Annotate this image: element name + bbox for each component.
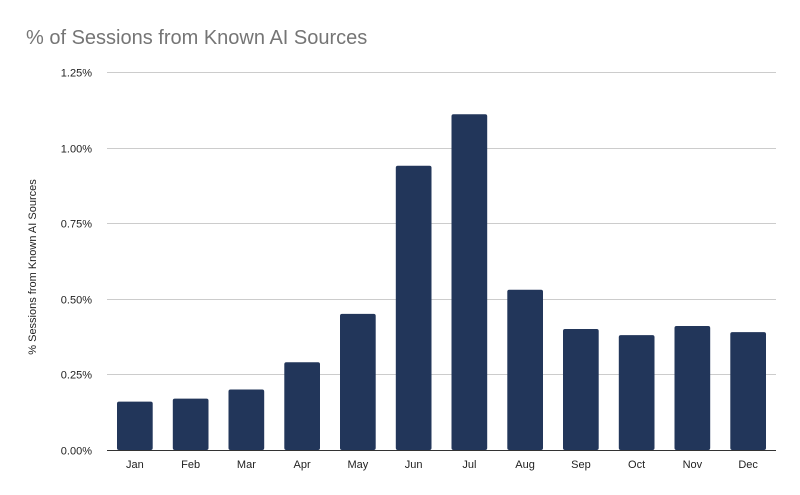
y-tick-label: 1.00% xyxy=(61,144,92,156)
x-tick-label-jan: Jan xyxy=(126,459,144,471)
x-tick-label-may: May xyxy=(348,459,369,471)
y-axis-title: % Sessions from Known AI Sources xyxy=(27,179,39,355)
x-tick-label-sep: Sep xyxy=(571,459,591,471)
x-tick-label-jun: Jun xyxy=(405,459,423,471)
x-tick-label-jul: Jul xyxy=(462,459,476,471)
y-axis-ticks: 0.00% 0.25% 0.50% 0.75% 1.00% 1.25% xyxy=(61,68,92,458)
x-tick-label-oct: Oct xyxy=(628,459,645,471)
bar-nov xyxy=(674,326,711,450)
chart-title: % of Sessions from Known AI Sources xyxy=(26,27,367,49)
y-tick-label: 1.25% xyxy=(61,68,92,80)
bar-jun xyxy=(395,165,432,450)
bar-aug xyxy=(507,289,543,450)
x-tick-label-apr: Apr xyxy=(294,459,311,471)
bar-sep xyxy=(563,329,599,450)
bar-jul xyxy=(451,114,488,451)
x-tick-label-nov: Nov xyxy=(683,459,703,471)
bar-jan xyxy=(117,401,153,450)
bar-mar xyxy=(228,389,265,450)
x-tick-label-dec: Dec xyxy=(738,459,758,471)
bar-dec xyxy=(730,332,766,450)
bar-feb xyxy=(172,398,209,450)
y-tick-label: 0.00% xyxy=(61,446,92,458)
bar-oct xyxy=(618,335,655,450)
bar-may xyxy=(340,313,376,450)
x-tick-label-feb: Feb xyxy=(181,459,200,471)
y-tick-label: 0.50% xyxy=(61,295,92,307)
y-tick-label: 0.25% xyxy=(61,370,92,382)
bar-apr xyxy=(284,362,320,450)
x-tick-label-aug: Aug xyxy=(515,459,535,471)
gridlines xyxy=(107,72,776,375)
bars xyxy=(117,114,766,451)
x-tick-label-mar: Mar xyxy=(237,459,256,471)
y-tick-label: 0.75% xyxy=(61,219,92,231)
x-axis-ticks: Jan Feb Mar Apr May Jun Jul Aug Sep Oct Nov Dec xyxy=(126,459,758,471)
